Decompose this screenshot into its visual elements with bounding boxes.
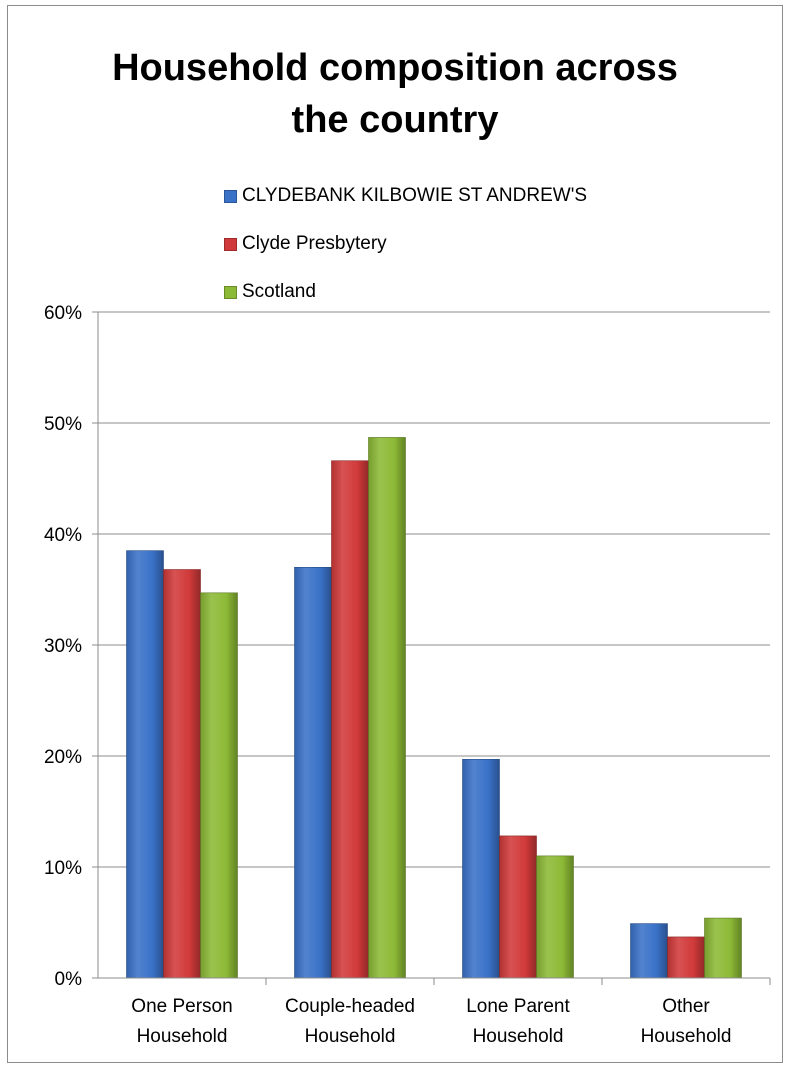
legend-label-clyde-presbytery: Clyde Presbytery xyxy=(242,233,387,254)
bar-clyde-presbytery-1 xyxy=(163,569,201,979)
y-tick-label: 10% xyxy=(44,858,82,879)
bar-scotland-4 xyxy=(704,917,742,979)
y-tick-label: 20% xyxy=(44,747,82,768)
bar-clyde-presbytery-4 xyxy=(667,936,705,979)
bar-clyde-presbytery-3 xyxy=(499,835,537,979)
bar-scotland-3 xyxy=(536,855,574,979)
legend-swatch-clydebank xyxy=(224,189,237,203)
x-tick-labels: One Person Household Couple-headed Househol… xyxy=(131,996,731,1047)
x-tick-label: Household xyxy=(137,1026,228,1047)
x-tick-label: Lone Parent xyxy=(466,996,570,1017)
y-tick-label: 30% xyxy=(44,636,82,657)
x-tick-label: Household xyxy=(305,1026,396,1047)
bar-clydebank-kilbowie-st-andrew-s-4 xyxy=(630,923,668,979)
y-tick-label: 0% xyxy=(55,969,83,990)
legend-item-clydebank: CLYDEBANK KILBOWIE ST ANDREW'S xyxy=(224,172,587,220)
legend-item-scotland: Scotland xyxy=(224,268,587,316)
x-tick-label: Couple-headed xyxy=(285,996,415,1017)
bar-clydebank-kilbowie-st-andrew-s-2 xyxy=(294,566,332,979)
bar-clydebank-kilbowie-st-andrew-s-3 xyxy=(462,759,500,979)
legend-label-clydebank: CLYDEBANK KILBOWIE ST ANDREW'S xyxy=(242,185,588,206)
y-tick-label: 60% xyxy=(44,303,82,324)
x-tick-label: Household xyxy=(641,1026,732,1047)
chart-title: Household composition across the country xyxy=(8,42,782,146)
chart-title-line-1: Household composition across xyxy=(112,47,678,89)
x-tick-label: One Person xyxy=(131,996,232,1017)
legend-label-scotland: Scotland xyxy=(242,281,316,302)
legend-swatch-clyde-presbytery xyxy=(224,237,237,251)
bar-scotland-1 xyxy=(200,592,238,979)
bars xyxy=(126,437,742,979)
x-tick-label: Household xyxy=(473,1026,564,1047)
bar-scotland-2 xyxy=(368,437,406,979)
legend-item-clyde-presbytery: Clyde Presbytery xyxy=(224,220,587,268)
y-tick-label: 40% xyxy=(44,525,82,546)
legend-swatch-scotland xyxy=(224,285,237,299)
axes xyxy=(97,312,771,985)
bar-clyde-presbytery-2 xyxy=(331,460,369,979)
y-tick-labels: 0% 10% 20% 30% 40% 50% 60% xyxy=(44,303,82,990)
chart-title-line-2: the country xyxy=(291,99,499,141)
y-tick-label: 50% xyxy=(44,414,82,435)
bar-clydebank-kilbowie-st-andrew-s-1 xyxy=(126,550,164,979)
legend: CLYDEBANK KILBOWIE ST ANDREW'S Clyde Pre… xyxy=(224,172,587,316)
x-tick-label: Other xyxy=(662,996,710,1017)
